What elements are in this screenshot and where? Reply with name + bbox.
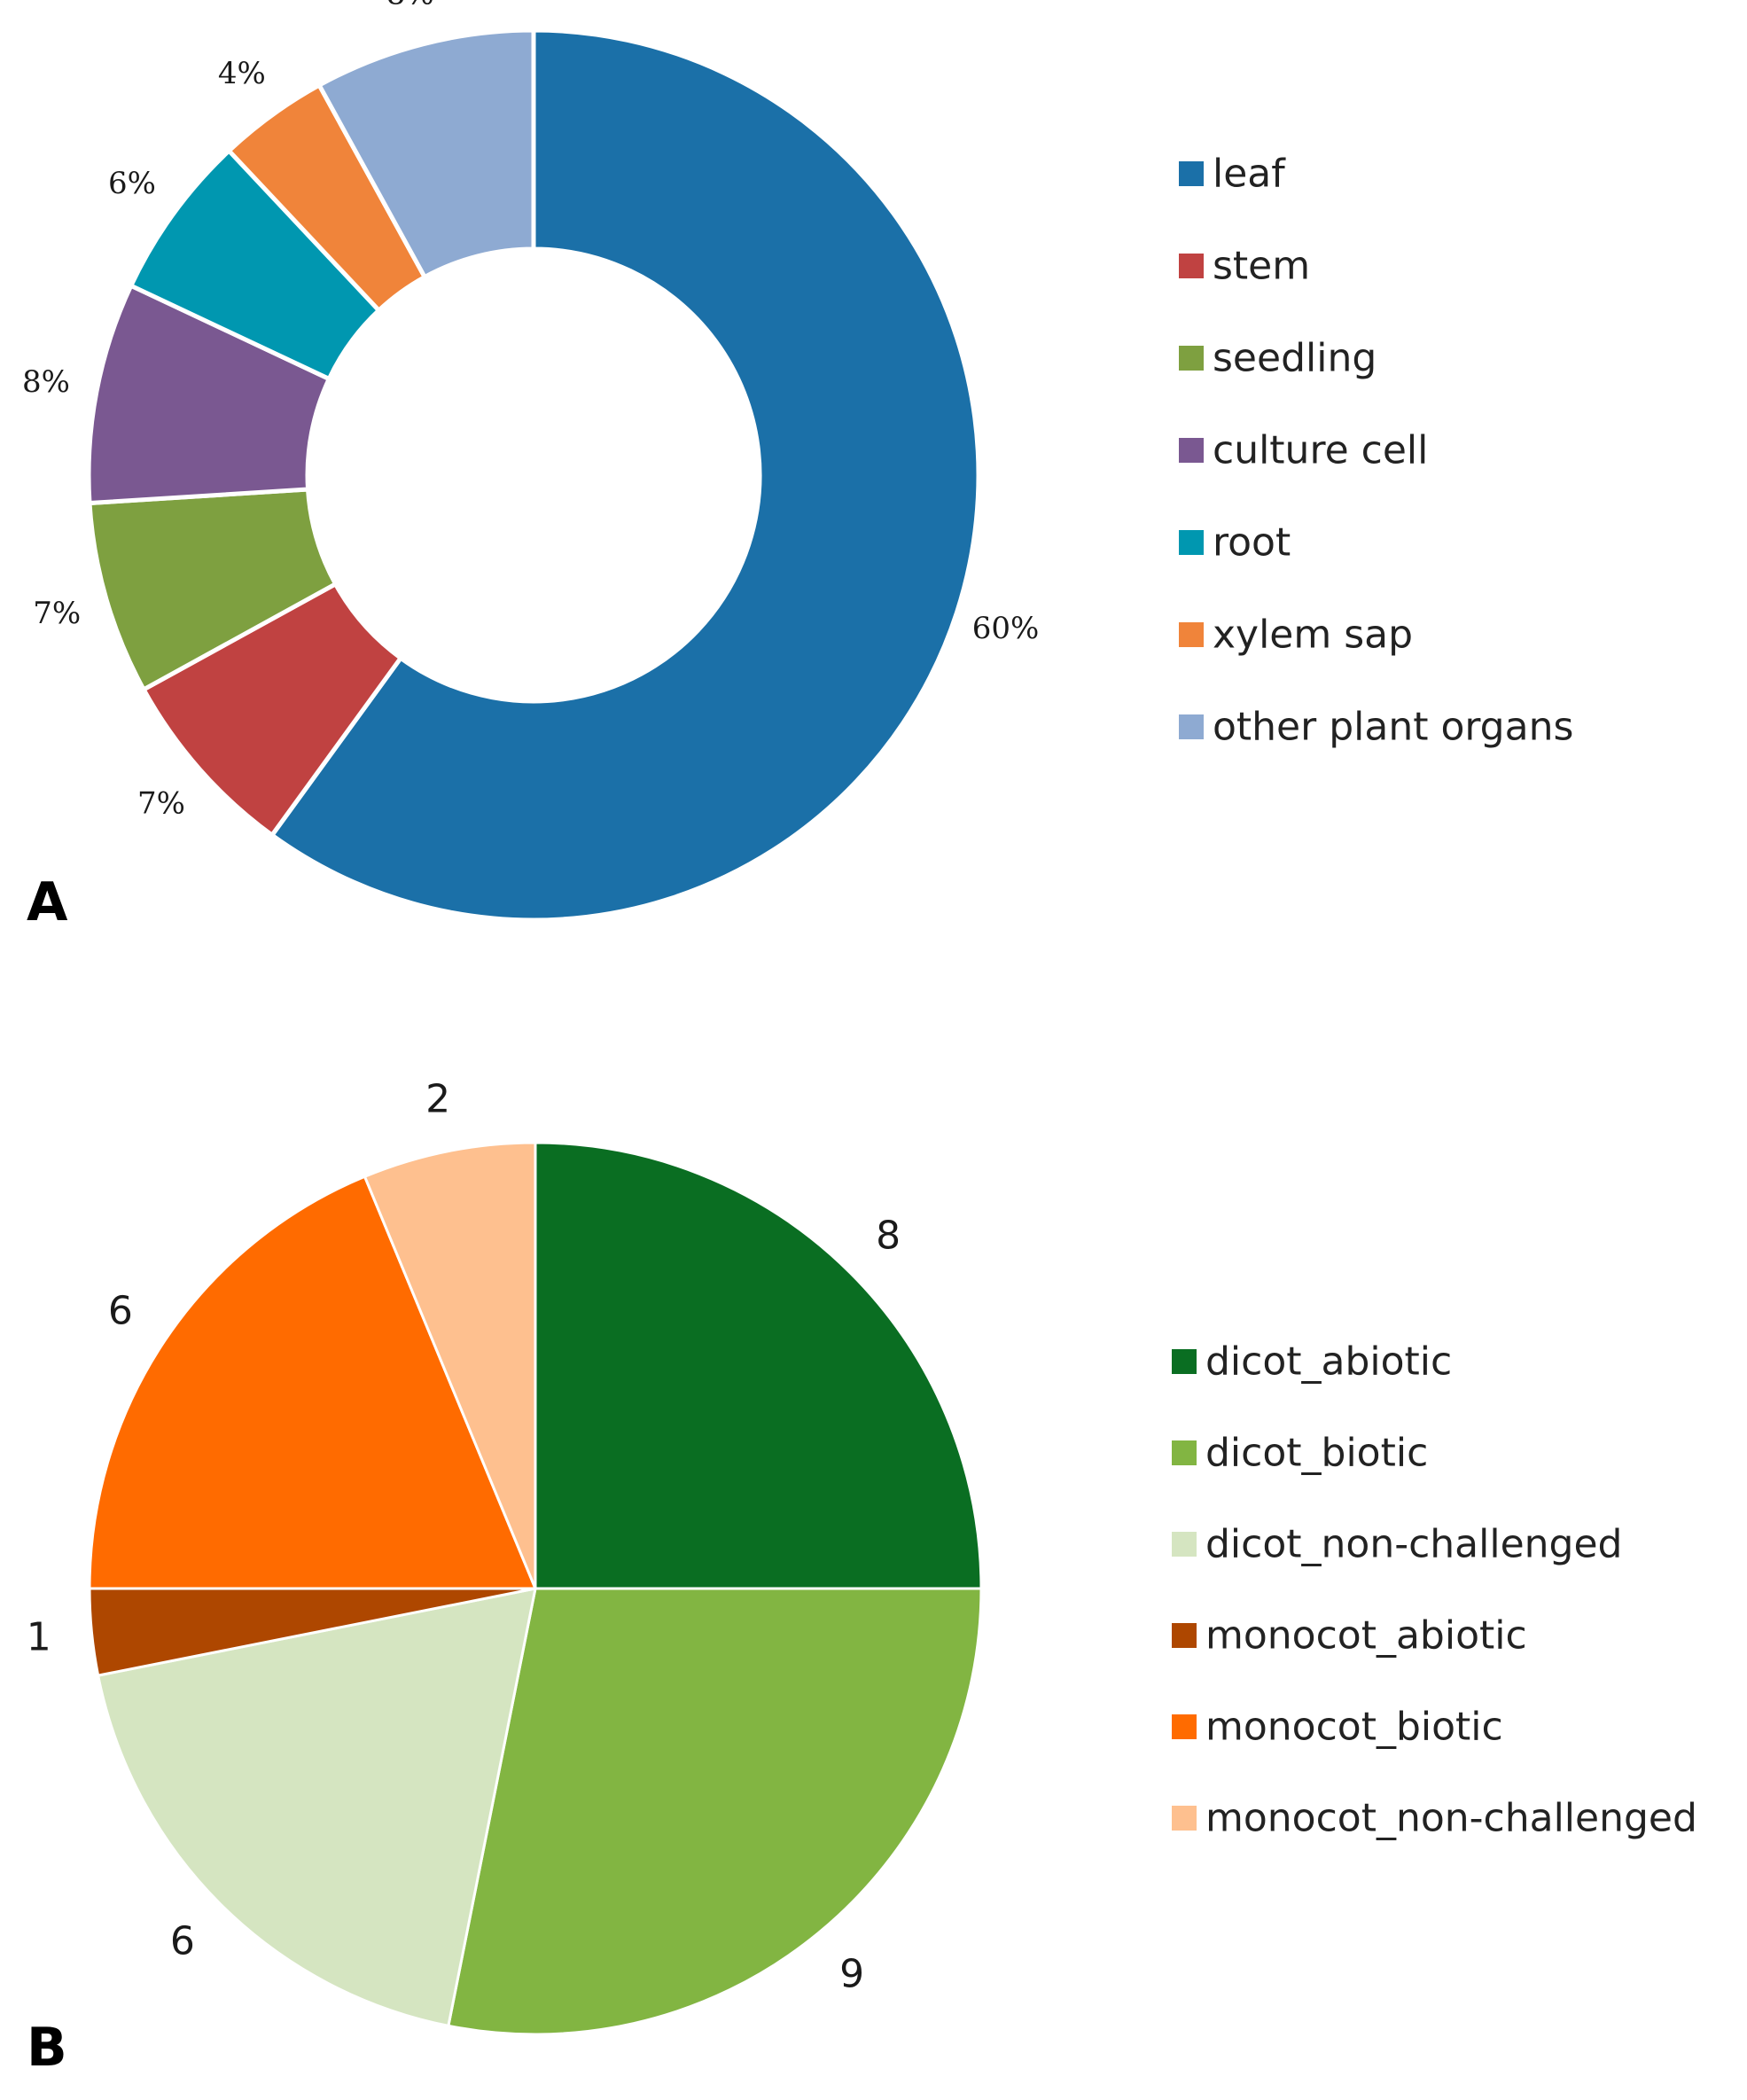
legend-label-root: root bbox=[1213, 520, 1291, 566]
legend-label-other-plant-organs: other plant organs bbox=[1213, 705, 1573, 750]
data-label-monocot-abiotic: 1 bbox=[27, 1615, 51, 1660]
legend-label-monocot-abiotic: monocot_abiotic bbox=[1205, 1613, 1527, 1659]
slice-monocot-non-challenged bbox=[363, 1141, 537, 1590]
panel-letter-b: B bbox=[27, 2017, 67, 2079]
data-label-leaf: 60% bbox=[972, 611, 1040, 646]
data-label-other-plant-organs: 8% bbox=[386, 0, 434, 12]
legend-swatch-xylem-sap bbox=[1179, 622, 1204, 647]
legend-swatch-stem bbox=[1179, 254, 1204, 278]
legend-label-leaf: leaf bbox=[1213, 152, 1286, 197]
data-label-monocot-non-challenged: 2 bbox=[425, 1076, 450, 1121]
legend-label-monocot-non-challenged: monocot_non-challenged bbox=[1205, 1796, 1697, 1841]
legend-swatch-dicot-biotic bbox=[1172, 1440, 1197, 1465]
legend-b: dicot_abiotic dicot_biotic dicot_non-chall… bbox=[1172, 1339, 1697, 1841]
data-label-stem: 7% bbox=[137, 785, 185, 821]
data-label-dicot-biotic: 9 bbox=[839, 1952, 864, 1997]
data-label-culture-cell: 8% bbox=[22, 364, 70, 400]
legend-label-stem: stem bbox=[1213, 244, 1310, 289]
legend-label-culture-cell: culture cell bbox=[1213, 428, 1428, 473]
slice-dicot-non-challenged bbox=[97, 1587, 537, 2027]
legend-label-monocot-biotic: monocot_biotic bbox=[1205, 1705, 1503, 1750]
legend-swatch-leaf bbox=[1179, 161, 1204, 186]
slice-monocot-biotic bbox=[88, 1175, 537, 1590]
pie-chart-b: 8 9 6 1 6 2 bbox=[27, 1076, 983, 2036]
data-label-xylem-sap: 4% bbox=[218, 56, 266, 91]
slice-dicot-biotic bbox=[447, 1587, 983, 2036]
donut-chart-a: 60% 7% 7% 8% 6% 4% 8% bbox=[22, 0, 1040, 923]
legend-label-dicot-biotic: dicot_biotic bbox=[1205, 1431, 1428, 1476]
legend-swatch-monocot-biotic bbox=[1172, 1714, 1197, 1739]
legend-swatch-root bbox=[1179, 530, 1204, 555]
slice-leaf bbox=[269, 27, 981, 923]
legend-swatch-dicot-abiotic bbox=[1172, 1349, 1197, 1374]
legend-label-dicot-abiotic: dicot_abiotic bbox=[1205, 1339, 1452, 1385]
legend-label-xylem-sap: xylem sap bbox=[1213, 613, 1413, 658]
data-label-dicot-non-challenged: 6 bbox=[170, 1919, 195, 1964]
panel-letter-a: A bbox=[27, 871, 68, 933]
slice-dicot-abiotic bbox=[534, 1141, 983, 1590]
legend-swatch-monocot-abiotic bbox=[1172, 1623, 1197, 1648]
legend-swatch-other-plant-organs bbox=[1179, 714, 1204, 739]
legend-label-seedling: seedling bbox=[1213, 336, 1377, 381]
data-label-root: 6% bbox=[108, 166, 156, 201]
legend-label-dicot-non-challenged: dicot_non-challenged bbox=[1205, 1522, 1622, 1567]
legend-swatch-seedling bbox=[1179, 346, 1204, 371]
data-label-seedling: 7% bbox=[33, 596, 81, 631]
slice-other-plant-organs bbox=[316, 27, 536, 280]
legend-swatch-dicot-non-challenged bbox=[1172, 1532, 1197, 1557]
legend-swatch-culture-cell bbox=[1179, 438, 1204, 463]
data-label-dicot-abiotic: 8 bbox=[876, 1213, 901, 1258]
legend-a: leaf stem seedling culture cell root xylem sa… bbox=[1179, 152, 1573, 750]
data-label-monocot-biotic: 6 bbox=[108, 1289, 133, 1334]
legend-swatch-monocot-non-challenged bbox=[1172, 1806, 1197, 1831]
